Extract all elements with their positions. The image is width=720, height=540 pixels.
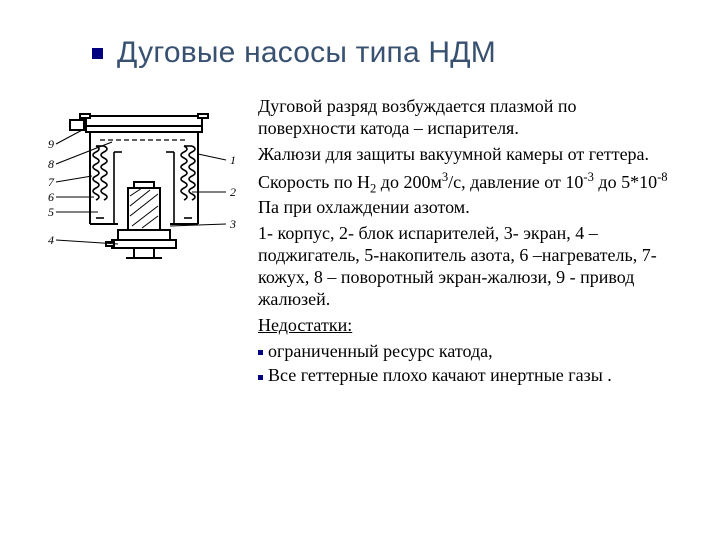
figure-label: 3 [229,217,236,231]
p3-mid3: до 5*10 [594,172,657,192]
slide: Дуговые насосы типа НДМ [0,0,720,540]
figure-label: 9 [48,137,54,151]
figure-label: 7 [48,175,55,189]
figure-label: 2 [230,185,236,199]
figure-label: 5 [48,205,54,219]
figure-label: 1 [230,153,236,167]
paragraph-3: Скорость по Н2 до 200м3/с, давление от 1… [258,170,678,219]
p3-end: Па при охлаждении азотом. [258,197,470,217]
p3-pre: Скорость по Н [258,172,370,192]
p3-mid2: /с, давление от 10 [448,172,583,192]
p3-sup3: -8 [657,170,668,184]
figure: 9 8 765 4 1 2 3 [42,96,240,276]
figure-label: 6 [48,190,54,204]
body-text: Дуговой разряд возбуждается плазмой по п… [258,96,678,390]
cross-section-svg: 9 8 765 4 1 2 3 [42,96,240,276]
figure-label: 8 [48,157,54,171]
drawbacks-label: Недостатки: [258,315,352,335]
drawbacks-heading: Недостатки: [258,315,678,337]
slide-title: Дуговые насосы типа НДМ [117,36,496,70]
title-bullet-icon [92,48,103,59]
title-row: Дуговые насосы типа НДМ [92,36,678,70]
paragraph-1: Дуговой разряд возбуждается плазмой по п… [258,96,678,140]
p3-sup2: -3 [583,170,594,184]
figure-label: 4 [48,233,54,247]
p3-mid1: до 200м [376,172,442,192]
drawbacks-list: ограниченный ресурс катода,Все геттерные… [258,341,678,388]
drawback-item: ограниченный ресурс катода, [258,341,678,363]
paragraph-2: Жалюзи для защиты вакуумной камеры от ге… [258,144,678,166]
drawback-item: Все геттерные плохо качают инертные газы… [258,365,678,387]
content-row: 9 8 765 4 1 2 3 Дуговой разряд возбуждается пл… [42,96,678,390]
paragraph-4-legend: 1- корпус, 2- блок испарителей, 3- экран… [258,223,678,311]
